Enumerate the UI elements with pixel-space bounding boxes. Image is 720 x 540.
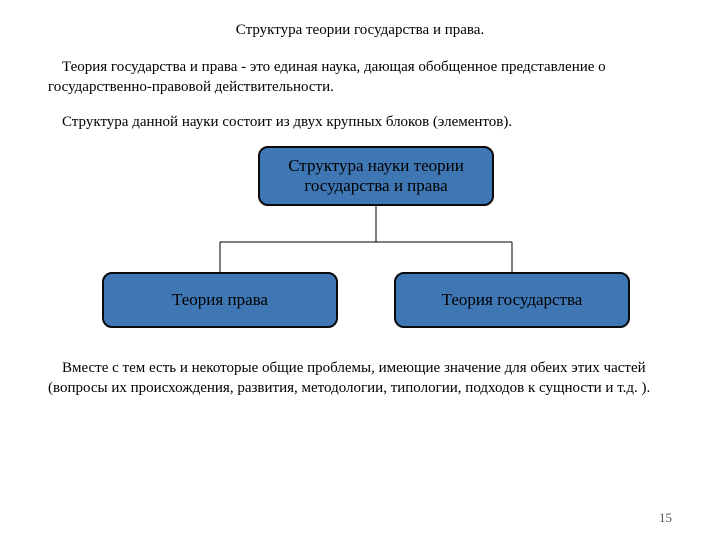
paragraph-common-problems: Вместе с тем есть и некоторые общие проб… <box>48 358 672 399</box>
paragraph-definition: Теория государства и права - это единая … <box>48 57 672 98</box>
node-left: Теория права <box>102 272 338 328</box>
node-left-label: Теория права <box>172 290 268 310</box>
page-title: Структура теории государства и права. <box>48 22 672 39</box>
page-number: 15 <box>659 510 672 526</box>
node-root: Структура науки теории государства и пра… <box>258 146 494 206</box>
node-right-label: Теория государства <box>442 290 583 310</box>
page: Структура теории государства и права. Те… <box>0 0 720 540</box>
node-root-label: Структура науки теории государства и пра… <box>270 156 482 196</box>
paragraph-structure: Структура данной науки состоит из двух к… <box>48 112 672 132</box>
node-right: Теория государства <box>394 272 630 328</box>
structure-diagram: Структура науки теории государства и пра… <box>48 146 672 346</box>
